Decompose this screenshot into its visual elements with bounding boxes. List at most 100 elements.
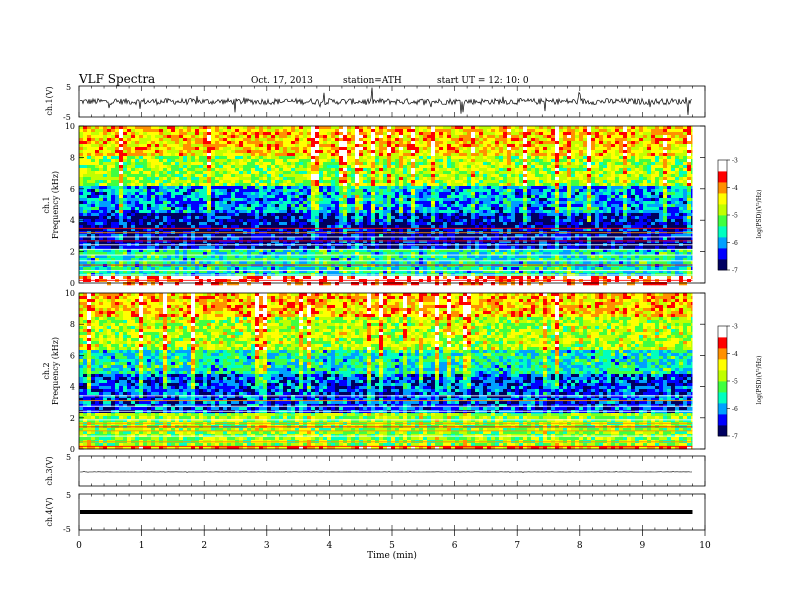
spectrogram-cell [303, 216, 308, 220]
spectrogram-cell [283, 246, 288, 250]
spectrogram-cell [231, 159, 236, 163]
spectrogram-cell [391, 276, 396, 280]
spectrogram-cell [319, 234, 324, 238]
spectrogram-cell [79, 246, 84, 250]
spectrogram-cell [223, 150, 228, 154]
spectrogram-cell [103, 201, 108, 205]
spectrogram-cell [207, 246, 212, 250]
spectrogram-cell [131, 237, 136, 241]
spectrogram-cell [211, 156, 216, 160]
spectrogram-cell [375, 192, 380, 196]
spectrogram-cell [151, 174, 156, 178]
spectrogram-cell [431, 162, 436, 166]
spectrogram-cell [355, 177, 360, 181]
spectrogram-cell [443, 141, 448, 145]
spectrogram-cell [183, 252, 188, 256]
spectrogram-cell [295, 258, 300, 262]
spectrogram-cell [439, 186, 444, 190]
spectrogram-cell [379, 186, 384, 190]
spectrogram-cell [91, 252, 96, 256]
spectrogram-cell [95, 216, 100, 220]
spectrogram-cell [263, 168, 268, 172]
spectrogram-cell [375, 252, 380, 256]
spectrogram-cell [351, 282, 356, 286]
spectrogram-cell [135, 192, 140, 196]
spectrogram-cell [387, 204, 392, 208]
spectrogram-cell [247, 162, 252, 166]
spectrogram-cell [215, 234, 220, 238]
spectrogram-cell [367, 126, 372, 130]
spectrogram-cell [431, 210, 436, 214]
spectrogram-cell [367, 177, 372, 181]
spectrogram-cell [403, 171, 408, 175]
spectrogram-cell [387, 141, 392, 145]
spectrogram-cell [427, 144, 432, 148]
spectrogram-cell [167, 171, 172, 175]
spectrogram-cell [387, 195, 392, 199]
spectrogram-cell [415, 228, 420, 232]
spectrogram-cell [211, 228, 216, 232]
spectrogram-cell [207, 180, 212, 184]
spectrogram-cell [347, 156, 352, 160]
spectrogram-cell [267, 189, 272, 193]
spectrogram-cell [271, 249, 276, 253]
spectrogram-cell [151, 183, 156, 187]
spectrogram-cell [287, 147, 292, 151]
spectrogram-cell [91, 156, 96, 160]
spectrogram-cell [411, 225, 416, 229]
spectrogram-cell [351, 228, 356, 232]
spectrogram-cell [335, 264, 340, 268]
spectrogram-cell [383, 198, 388, 202]
spectrogram-cell [259, 132, 264, 136]
spectrogram-cell [431, 234, 436, 238]
spectrogram-cell [159, 252, 164, 256]
spectrogram-cell [299, 201, 304, 205]
spectrogram-cell [151, 240, 156, 244]
spectrogram-cell [331, 135, 336, 139]
spectrogram-cell [367, 249, 372, 253]
spectrogram-cell [431, 225, 436, 229]
spectrogram-cell [303, 162, 308, 166]
spectrogram-cell [343, 219, 348, 223]
spectrogram-cell [395, 204, 400, 208]
spectrogram-cell [83, 276, 88, 280]
spectrogram-cell [215, 210, 220, 214]
spectrogram-cell [363, 162, 368, 166]
spectrogram-cell [167, 165, 172, 169]
spectrogram-cell [191, 234, 196, 238]
spectrogram-cell [215, 228, 220, 232]
spectrogram-cell [271, 153, 276, 157]
spectrogram-cell [155, 207, 160, 211]
spectrogram-cell [431, 144, 436, 148]
spectrogram-cell [371, 138, 376, 142]
spectrogram-cell [95, 192, 100, 196]
spectrogram-cell [231, 264, 236, 268]
spectrogram-cell [115, 162, 120, 166]
spectrogram-cell [319, 171, 324, 175]
spectrogram-cell [123, 228, 128, 232]
spectrogram-cell [427, 174, 432, 178]
spectrogram-cell [307, 276, 312, 280]
spectrogram-cell [99, 219, 104, 223]
spectrogram-cell [395, 282, 400, 286]
spectrogram-cell [195, 177, 200, 181]
spectrogram-cell [351, 177, 356, 181]
spectrogram-cell [239, 222, 244, 226]
spectrogram-cell [395, 153, 400, 157]
spectrogram-cell [267, 129, 272, 133]
spectrogram-cell [259, 276, 264, 280]
spectrogram-cell [95, 162, 100, 166]
spectrogram-cell [211, 216, 216, 220]
spectrogram-cell [399, 237, 404, 241]
spectrogram-cell [411, 126, 416, 130]
spectrogram-cell [99, 177, 104, 181]
spectrogram-cell [371, 126, 376, 130]
spectrogram-cell [263, 276, 268, 280]
spectrogram-cell [423, 270, 428, 274]
spectrogram-cell [431, 174, 436, 178]
spectrogram-cell [419, 204, 424, 208]
spectrogram-cell [79, 201, 84, 205]
spectrogram-cell [427, 282, 432, 286]
spectrogram-cell [147, 198, 152, 202]
spectrogram-cell [111, 162, 116, 166]
